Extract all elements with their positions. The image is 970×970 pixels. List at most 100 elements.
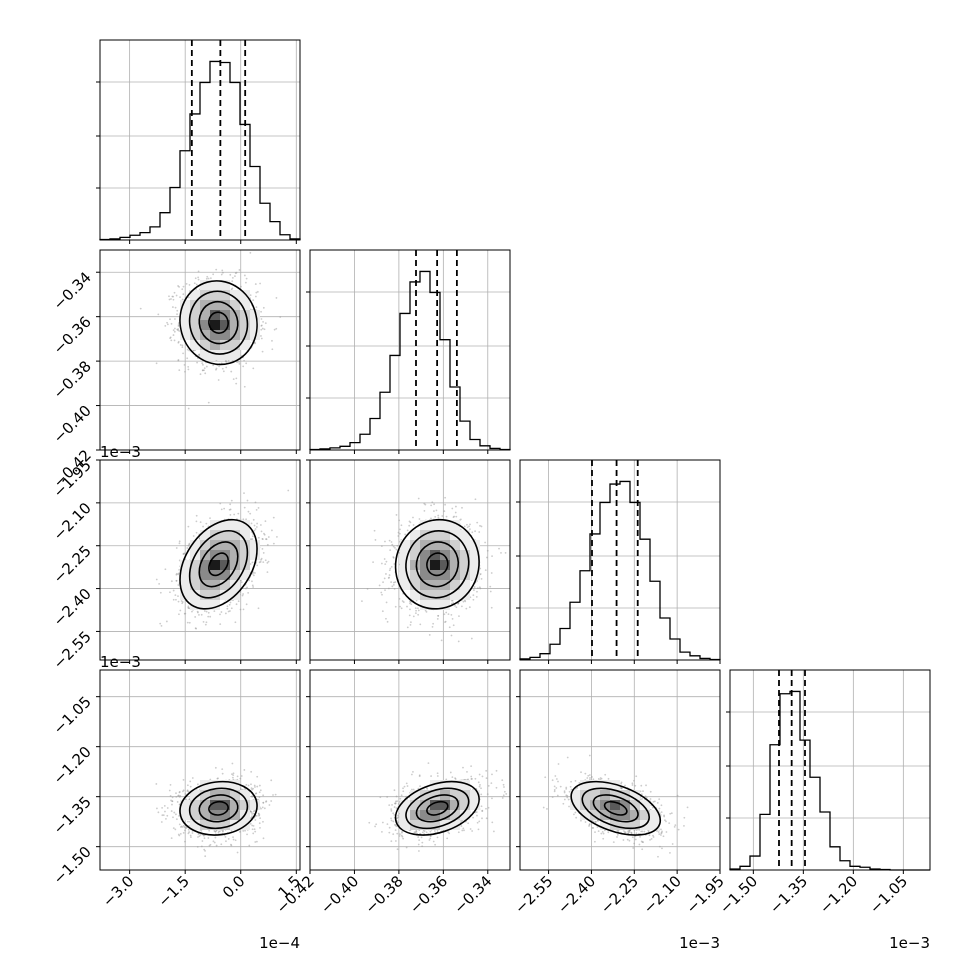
density-bin: [430, 560, 440, 570]
scatter-point: [192, 535, 195, 537]
scatter-point: [409, 608, 411, 611]
scatter-point: [170, 339, 173, 342]
density-bin: [220, 580, 230, 590]
density-bin: [430, 580, 440, 590]
scatter-point: [389, 567, 392, 570]
scatter-point: [260, 335, 262, 337]
scatter-point: [207, 401, 210, 404]
scatter-point: [164, 568, 167, 571]
scatter-point: [191, 610, 193, 613]
density-bin: [240, 550, 250, 560]
scatter-point: [160, 821, 163, 823]
scatter-point: [235, 603, 238, 606]
scatter-point: [385, 573, 387, 575]
scatter-point: [444, 503, 446, 506]
scatter-point: [239, 608, 242, 611]
scatter-point: [238, 830, 241, 833]
scatter-point: [406, 626, 409, 629]
scatter-point: [389, 549, 392, 552]
scatter-point: [253, 529, 256, 532]
scatter-point: [222, 370, 225, 373]
scatter-point: [263, 533, 266, 536]
scatter-point: [200, 845, 203, 848]
scatter-point: [242, 365, 245, 368]
scatter-point: [240, 581, 243, 584]
scatter-point: [164, 324, 167, 327]
scatter-point: [417, 609, 420, 612]
scatter-point: [504, 551, 507, 554]
density-bin: [230, 530, 240, 540]
scatter-point: [172, 598, 175, 601]
density-bin: [240, 310, 250, 320]
density-bin: [250, 310, 260, 320]
scatter-point: [251, 584, 254, 587]
scatter-point: [181, 344, 184, 347]
density-bin: [240, 520, 250, 530]
scatter-point: [172, 298, 175, 301]
density-bin: [430, 590, 440, 600]
density-bin: [190, 570, 200, 580]
density-bin: [230, 560, 240, 570]
scatter-point: [213, 610, 216, 613]
density-bin: [220, 330, 230, 340]
scatter-point: [441, 515, 444, 517]
scatter-point: [267, 560, 270, 563]
scatter-point: [232, 774, 235, 777]
scatter-point: [178, 815, 180, 817]
scatter-point: [175, 579, 178, 582]
scatter-point: [271, 339, 273, 342]
scatter-point: [243, 506, 246, 509]
scatter-point: [264, 520, 267, 523]
scatter-point: [397, 535, 400, 537]
scatter-point: [256, 564, 259, 567]
scatter-point: [231, 276, 234, 279]
scatter-point: [172, 329, 175, 332]
density-bin: [190, 580, 200, 590]
scatter-point: [433, 503, 435, 506]
density-bin: [450, 540, 460, 550]
scatter-point: [260, 337, 263, 340]
scatter-point: [160, 624, 163, 627]
scatter-point: [249, 563, 252, 565]
scatter-point: [242, 518, 245, 521]
scatter-point: [261, 547, 264, 550]
scatter-point: [423, 509, 426, 512]
density-bin: [200, 570, 210, 580]
scatter-point: [394, 546, 396, 549]
scatter-point: [187, 605, 190, 608]
histogram-param-0: [99, 60, 301, 241]
density-bin: [240, 570, 250, 580]
density-bin: [450, 560, 460, 570]
scatter-point: [212, 273, 215, 276]
density-bin: [230, 290, 240, 300]
scatter-point: [242, 608, 245, 611]
scatter-point: [461, 506, 463, 509]
scatter-point: [184, 840, 186, 843]
scatter-point: [275, 297, 278, 299]
scatter-point: [194, 616, 197, 618]
scatter-point: [174, 828, 177, 831]
scatter-point: [214, 836, 217, 839]
scatter-point: [470, 637, 473, 640]
scatter-point: [229, 503, 232, 506]
scatter-point: [217, 379, 220, 381]
scatter-point: [252, 571, 255, 574]
scatter-point: [183, 363, 186, 366]
scatter-point: [260, 318, 263, 320]
density-bin: [420, 550, 430, 560]
scatter-point: [476, 587, 479, 590]
scatter-point: [235, 382, 238, 385]
scatter-point: [166, 323, 169, 326]
scatter-point: [490, 572, 493, 574]
scatter-point: [261, 537, 264, 540]
density-bin: [190, 600, 200, 610]
density-bin: [230, 580, 240, 590]
scatter-point: [249, 251, 252, 254]
scatter-point: [205, 365, 208, 368]
scatter-point: [197, 836, 199, 838]
scatter-point: [412, 615, 415, 618]
scatter-point: [400, 607, 403, 610]
density-bin: [230, 340, 240, 350]
scatter-point: [372, 561, 374, 564]
scatter-point: [232, 772, 235, 775]
